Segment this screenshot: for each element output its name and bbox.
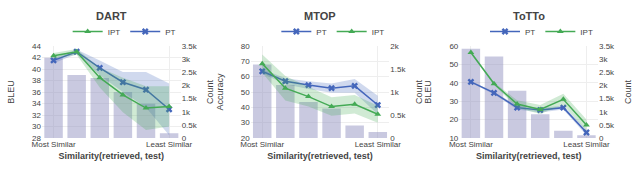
svg-text:1.5k: 1.5k bbox=[182, 94, 198, 103]
svg-text:0.5k: 0.5k bbox=[182, 121, 198, 130]
svg-text:44: 44 bbox=[32, 42, 41, 51]
svg-text:2k: 2k bbox=[390, 42, 399, 51]
svg-text:Count: Count bbox=[414, 80, 424, 105]
svg-text:3k: 3k bbox=[182, 55, 191, 64]
svg-text:1k: 1k bbox=[599, 108, 608, 117]
svg-text:Most Similar: Most Similar bbox=[240, 140, 284, 149]
svg-text:Accuracy: Accuracy bbox=[215, 73, 225, 111]
svg-text:0.5k: 0.5k bbox=[599, 121, 615, 130]
svg-text:PT: PT bbox=[165, 28, 175, 37]
svg-text:10: 10 bbox=[449, 134, 458, 143]
svg-text:80: 80 bbox=[241, 42, 250, 51]
svg-text:30: 30 bbox=[32, 122, 41, 131]
svg-text:Count: Count bbox=[623, 80, 633, 105]
svg-text:0.5k: 0.5k bbox=[390, 111, 406, 120]
svg-text:3.5k: 3.5k bbox=[599, 42, 615, 51]
svg-text:PT: PT bbox=[525, 28, 535, 37]
svg-text:Least Similar: Least Similar bbox=[146, 140, 193, 149]
svg-text:60: 60 bbox=[449, 42, 458, 51]
svg-text:34: 34 bbox=[32, 99, 41, 108]
svg-text:1k: 1k bbox=[182, 108, 191, 117]
svg-text:Similarity(retrieved, test): Similarity(retrieved, test) bbox=[267, 151, 373, 161]
svg-text:Similarity(retrieved, test): Similarity(retrieved, test) bbox=[476, 151, 582, 161]
svg-text:Most Similar: Most Similar bbox=[32, 140, 76, 149]
svg-text:42: 42 bbox=[32, 53, 41, 62]
svg-text:2k: 2k bbox=[182, 81, 191, 90]
svg-text:3k: 3k bbox=[599, 55, 608, 64]
svg-text:36: 36 bbox=[32, 88, 41, 97]
svg-text:1.5k: 1.5k bbox=[599, 94, 615, 103]
svg-text:40: 40 bbox=[449, 79, 458, 88]
svg-text:28: 28 bbox=[32, 134, 41, 143]
svg-text:Count: Count bbox=[205, 80, 215, 105]
svg-text:20: 20 bbox=[449, 115, 458, 124]
svg-text:2.5k: 2.5k bbox=[599, 68, 615, 77]
svg-text:0: 0 bbox=[390, 134, 395, 143]
svg-text:50: 50 bbox=[241, 88, 250, 97]
svg-text:20: 20 bbox=[241, 134, 250, 143]
svg-text:DART: DART bbox=[96, 10, 127, 22]
svg-text:0: 0 bbox=[599, 134, 604, 143]
svg-text:50: 50 bbox=[449, 60, 458, 69]
svg-text:1k: 1k bbox=[390, 88, 399, 97]
svg-text:0: 0 bbox=[182, 134, 187, 143]
svg-text:38: 38 bbox=[32, 76, 41, 85]
svg-text:Least Similar: Least Similar bbox=[563, 140, 610, 149]
svg-text:32: 32 bbox=[32, 111, 41, 120]
svg-text:1.5k: 1.5k bbox=[390, 65, 406, 74]
svg-text:30: 30 bbox=[449, 97, 458, 106]
svg-text:IPT: IPT bbox=[372, 28, 385, 37]
svg-text:40: 40 bbox=[241, 103, 250, 112]
svg-text:70: 70 bbox=[241, 57, 250, 66]
svg-text:Similarity(retrieved, test): Similarity(retrieved, test) bbox=[59, 151, 165, 161]
svg-text:Least Similar: Least Similar bbox=[355, 140, 402, 149]
svg-text:BLEU: BLEU bbox=[423, 80, 433, 104]
svg-text:Most Similar: Most Similar bbox=[449, 140, 493, 149]
svg-text:IPT: IPT bbox=[108, 28, 121, 37]
svg-text:30: 30 bbox=[241, 118, 250, 127]
svg-text:PT: PT bbox=[316, 28, 326, 37]
svg-text:60: 60 bbox=[241, 72, 250, 81]
svg-text:3.5k: 3.5k bbox=[182, 42, 198, 51]
svg-text:40: 40 bbox=[32, 65, 41, 74]
svg-text:BLEU: BLEU bbox=[6, 80, 16, 104]
svg-text:MTOP: MTOP bbox=[304, 10, 336, 22]
svg-text:ToTTo: ToTTo bbox=[513, 10, 545, 22]
svg-text:2k: 2k bbox=[599, 81, 608, 90]
svg-text:IPT: IPT bbox=[580, 28, 593, 37]
svg-text:2.5k: 2.5k bbox=[182, 68, 198, 77]
